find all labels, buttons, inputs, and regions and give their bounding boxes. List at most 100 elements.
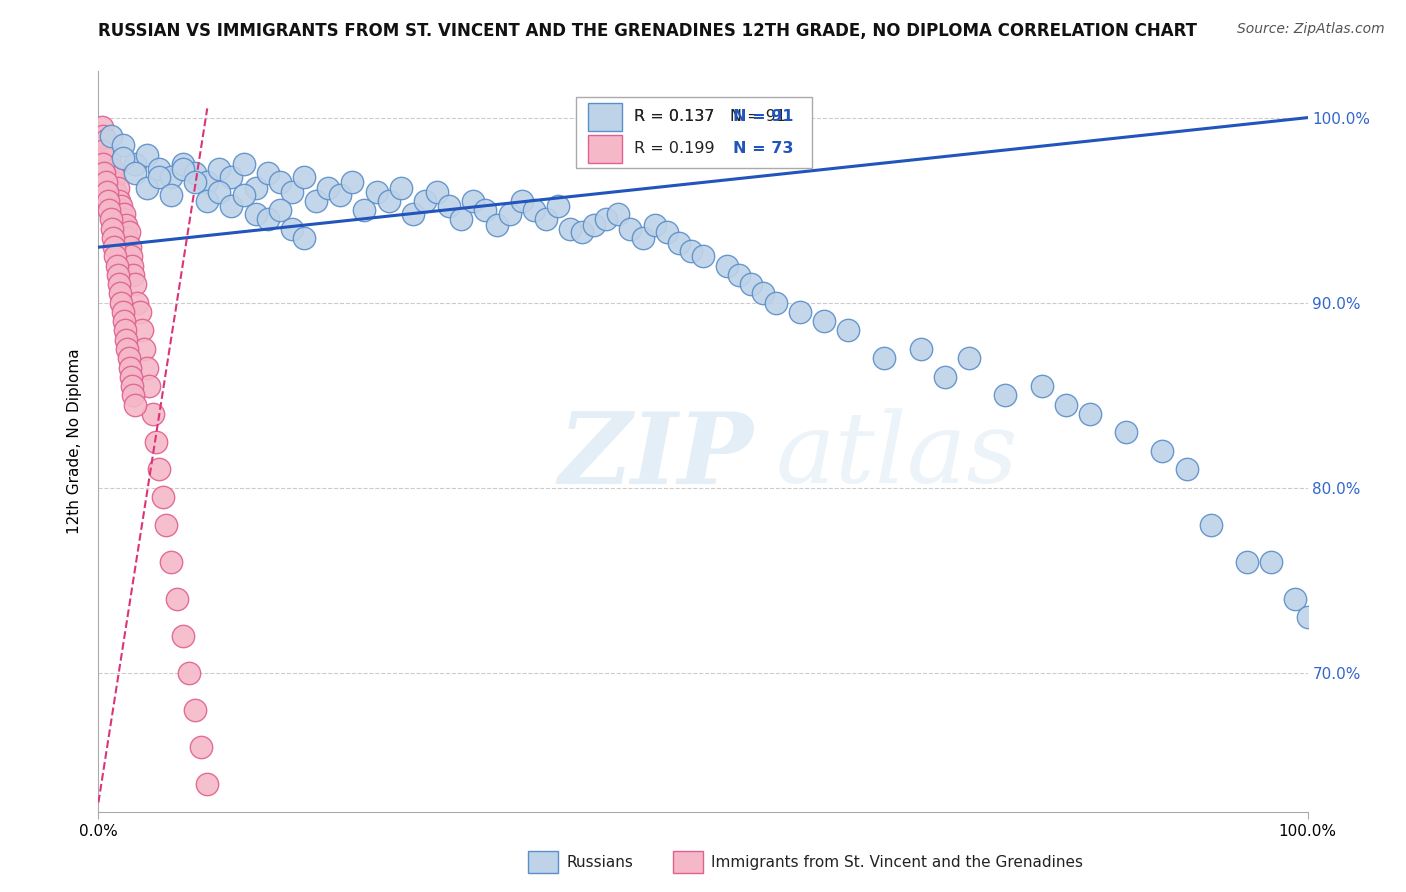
Point xyxy=(353,203,375,218)
Point xyxy=(98,152,121,166)
Point xyxy=(413,194,436,208)
Point xyxy=(121,379,143,393)
Point xyxy=(100,212,122,227)
Bar xyxy=(672,851,703,873)
Point xyxy=(91,157,114,171)
Point xyxy=(115,333,138,347)
Point xyxy=(377,194,399,208)
Text: R = 0.137: R = 0.137 xyxy=(634,109,730,124)
Point xyxy=(329,188,352,202)
Point xyxy=(101,231,124,245)
Point xyxy=(765,295,787,310)
Point xyxy=(96,147,118,161)
Point xyxy=(111,305,134,319)
Point xyxy=(124,157,146,171)
Point xyxy=(118,351,141,366)
Point xyxy=(1152,443,1174,458)
Point xyxy=(93,138,115,153)
Point xyxy=(135,360,157,375)
Text: N = 73: N = 73 xyxy=(734,141,794,156)
Point xyxy=(145,434,167,449)
Point xyxy=(269,203,291,218)
Point xyxy=(195,777,218,791)
Point xyxy=(631,231,654,245)
Point xyxy=(184,175,207,190)
Point xyxy=(100,129,122,144)
Text: R = 0.137   N = 91: R = 0.137 N = 91 xyxy=(634,109,786,124)
Point xyxy=(117,231,139,245)
Point xyxy=(655,226,678,240)
Point xyxy=(148,169,170,184)
Point xyxy=(127,295,149,310)
Point xyxy=(437,199,460,213)
Point xyxy=(100,162,122,177)
Point xyxy=(208,162,231,177)
Point xyxy=(97,194,120,208)
Point xyxy=(292,169,315,184)
Point xyxy=(208,185,231,199)
Point xyxy=(184,703,207,717)
Point xyxy=(128,305,150,319)
Point xyxy=(740,277,762,292)
Point xyxy=(108,286,131,301)
Point xyxy=(103,169,125,184)
Point xyxy=(107,268,129,282)
Point xyxy=(118,360,141,375)
Point xyxy=(426,185,449,199)
Point xyxy=(195,175,218,190)
Text: Immigrants from St. Vincent and the Grenadines: Immigrants from St. Vincent and the Gren… xyxy=(711,855,1084,870)
Point xyxy=(96,185,118,199)
Point xyxy=(97,157,120,171)
Text: ZIP: ZIP xyxy=(558,409,752,505)
Point xyxy=(534,212,557,227)
Point xyxy=(1175,462,1198,476)
Point xyxy=(232,188,254,202)
Point xyxy=(1236,555,1258,569)
Point xyxy=(160,169,183,184)
Text: Source: ZipAtlas.com: Source: ZipAtlas.com xyxy=(1237,22,1385,37)
Point xyxy=(100,166,122,180)
Point xyxy=(789,305,811,319)
Point xyxy=(402,207,425,221)
Point xyxy=(172,629,194,643)
Point xyxy=(342,175,364,190)
Point xyxy=(94,175,117,190)
Point xyxy=(135,147,157,161)
Point xyxy=(131,323,153,337)
Point xyxy=(292,231,315,245)
Point xyxy=(114,323,136,337)
Point xyxy=(305,194,328,208)
Text: atlas: atlas xyxy=(776,409,1018,504)
Point xyxy=(104,185,127,199)
Point xyxy=(152,490,174,504)
Point xyxy=(957,351,980,366)
Point xyxy=(728,268,751,282)
Point xyxy=(1031,379,1053,393)
Point xyxy=(245,181,267,195)
Point xyxy=(281,221,304,235)
Point xyxy=(910,342,932,356)
Point xyxy=(692,249,714,263)
Point xyxy=(994,388,1017,402)
Point xyxy=(111,212,134,227)
Point xyxy=(1054,397,1077,411)
Text: N = 91: N = 91 xyxy=(734,109,794,124)
Point xyxy=(101,175,124,190)
Point xyxy=(111,152,134,166)
Point xyxy=(1284,591,1306,606)
Point xyxy=(120,249,142,263)
Point xyxy=(117,342,139,356)
Point xyxy=(316,181,339,195)
Point xyxy=(120,369,142,384)
Point xyxy=(108,277,131,292)
Point xyxy=(155,517,177,532)
Point xyxy=(124,397,146,411)
Point xyxy=(108,194,131,208)
Point xyxy=(450,212,472,227)
Point xyxy=(190,739,212,754)
Point xyxy=(105,188,128,202)
Point xyxy=(232,157,254,171)
Point xyxy=(135,181,157,195)
Point xyxy=(813,314,835,328)
Point xyxy=(221,169,243,184)
